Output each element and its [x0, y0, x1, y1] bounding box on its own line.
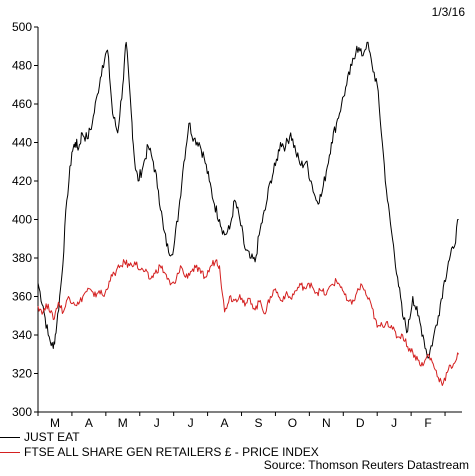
y-tick-label: 300 — [12, 405, 32, 419]
y-tick-label: 360 — [12, 290, 32, 304]
legend-label-ftse-retailers: FTSE ALL SHARE GEN RETAILERS £ - PRICE I… — [24, 445, 319, 459]
y-tick-label: 420 — [12, 174, 32, 188]
legend: JUST EAT FTSE ALL SHARE GEN RETAILERS £ … — [0, 430, 319, 460]
x-tick-label: M — [118, 416, 128, 430]
y-tick-label: 340 — [12, 328, 32, 342]
x-tick-label: M — [50, 416, 60, 430]
date-label: 1/3/16 — [431, 5, 465, 19]
x-tick-label: J — [154, 416, 160, 430]
series-line-ftse-retailers — [37, 259, 460, 386]
legend-item-ftse-retailers: FTSE ALL SHARE GEN RETAILERS £ - PRICE I… — [0, 445, 319, 460]
legend-label-just-eat: JUST EAT — [24, 430, 80, 444]
y-tick-label: 500 — [12, 20, 32, 34]
x-tick-label: A — [221, 416, 229, 430]
y-tick-label: 480 — [12, 59, 32, 73]
y-tick-label: 440 — [12, 136, 32, 150]
y-tick-label: 380 — [12, 251, 32, 265]
x-tick-label: S — [254, 416, 262, 430]
legend-swatch-just-eat — [0, 437, 20, 438]
y-tick-label: 460 — [12, 97, 32, 111]
legend-swatch-ftse-retailers — [0, 452, 20, 453]
x-tick-label: O — [288, 416, 297, 430]
x-tick-label: F — [424, 416, 431, 430]
y-tick-label: 400 — [12, 213, 32, 227]
x-tick-label: D — [356, 416, 365, 430]
x-tick-label: N — [322, 416, 331, 430]
x-tick-label: A — [85, 416, 93, 430]
y-tick-label: 320 — [12, 367, 32, 381]
source-note: Source: Thomson Reuters Datastream — [263, 458, 469, 472]
series-line-just-eat — [37, 41, 459, 359]
y-axis-ticks: 300 320 340 360 380 400 420 440 460 480 500 — [12, 20, 38, 419]
chart-axes — [37, 27, 462, 413]
chart-series — [37, 41, 460, 386]
x-tick-label: J — [188, 416, 194, 430]
legend-item-just-eat: JUST EAT — [0, 430, 319, 445]
x-tick-label: J — [391, 416, 397, 430]
